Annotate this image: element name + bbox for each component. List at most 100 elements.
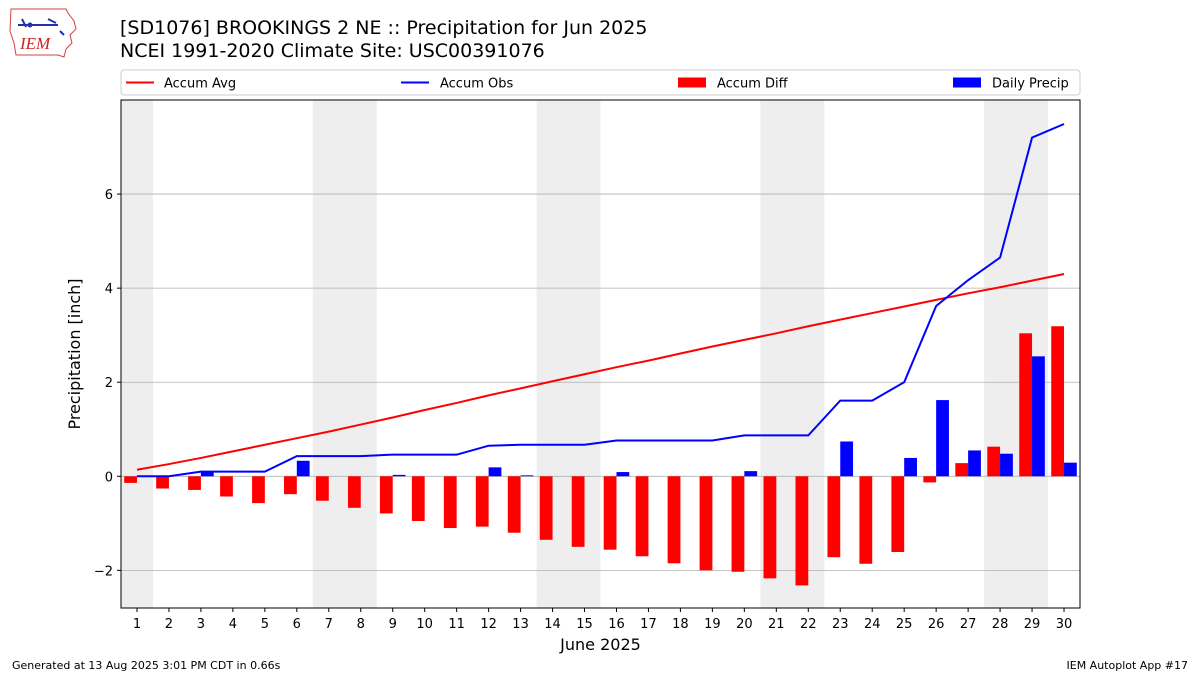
x-tick-label: 9 bbox=[389, 617, 397, 632]
daily-precip-bar bbox=[296, 460, 310, 477]
accum-diff-bar bbox=[347, 476, 361, 508]
x-tick-label: 29 bbox=[1024, 617, 1041, 632]
accum-diff-bar bbox=[571, 476, 585, 547]
daily-precip-bar bbox=[392, 474, 406, 477]
x-tick-label: 15 bbox=[576, 617, 593, 632]
daily-precip-bar bbox=[904, 457, 917, 477]
daily-precip-bar bbox=[520, 475, 534, 477]
x-tick-label: 2 bbox=[165, 617, 173, 632]
accum-diff-bar bbox=[188, 476, 201, 490]
x-tick-label: 22 bbox=[800, 617, 817, 632]
legend-label: Accum Avg bbox=[164, 77, 236, 92]
accum-diff-bar bbox=[1019, 333, 1033, 477]
daily-precip-bar bbox=[488, 467, 502, 477]
accum-diff-bar bbox=[731, 476, 745, 572]
accum-diff-bar bbox=[379, 476, 393, 514]
generated-footer: Generated at 13 Aug 2025 3:01 PM CDT in … bbox=[12, 659, 281, 672]
legend-label: Accum Obs bbox=[440, 77, 513, 92]
accum-diff-bar bbox=[284, 476, 297, 495]
accum-diff-bar bbox=[859, 476, 873, 564]
x-tick-label: 12 bbox=[480, 617, 497, 632]
weekend-shade bbox=[121, 100, 153, 608]
iem-logo: IEM bbox=[9, 8, 77, 58]
accum-diff-bar bbox=[923, 476, 937, 483]
x-tick-label: 13 bbox=[512, 617, 529, 632]
chart-title: [SD1076] BROOKINGS 2 NE :: Precipitation… bbox=[120, 17, 648, 39]
legend-label: Daily Precip bbox=[992, 77, 1069, 92]
legend-box bbox=[120, 69, 1081, 96]
accum-diff-bar bbox=[795, 476, 809, 586]
accum-diff-bar bbox=[156, 476, 169, 489]
accum-diff-bar bbox=[539, 476, 553, 540]
x-tick-label: 25 bbox=[896, 617, 913, 632]
x-tick-label: 17 bbox=[640, 617, 657, 632]
y-tick-label: 4 bbox=[105, 282, 113, 297]
weekend-shade bbox=[984, 100, 1049, 608]
accum-diff-bar bbox=[124, 476, 137, 483]
accum-diff-bar bbox=[315, 476, 329, 501]
x-tick-label: 1 bbox=[133, 617, 141, 632]
x-tick-label: 20 bbox=[736, 617, 753, 632]
x-tick-label: 23 bbox=[832, 617, 849, 632]
accum-diff-bar bbox=[635, 476, 649, 557]
daily-precip-bar bbox=[1064, 462, 1077, 477]
x-tick-label: 18 bbox=[672, 617, 689, 632]
accum-obs-line bbox=[136, 123, 1065, 478]
accum-diff-bar bbox=[443, 476, 457, 529]
legend-bar-swatch bbox=[678, 77, 706, 88]
x-tick-label: 19 bbox=[704, 617, 721, 632]
accum-diff-bar bbox=[603, 476, 617, 550]
x-tick-label: 4 bbox=[229, 617, 237, 632]
legend-label: Accum Diff bbox=[717, 77, 789, 92]
x-tick-label: 24 bbox=[864, 617, 881, 632]
x-tick-label: 6 bbox=[293, 617, 301, 632]
accum-diff-bar bbox=[955, 463, 969, 477]
x-tick-label: 5 bbox=[261, 617, 269, 632]
x-tick-label: 10 bbox=[416, 617, 433, 632]
x-tick-label: 30 bbox=[1056, 617, 1073, 632]
daily-precip-bar bbox=[200, 471, 214, 477]
daily-precip-bar bbox=[936, 400, 949, 477]
accum-diff-bar bbox=[827, 476, 841, 558]
accum-diff-bar bbox=[891, 476, 905, 553]
app-footer: IEM Autoplot App #17 bbox=[1066, 659, 1189, 672]
daily-precip-bar bbox=[1000, 453, 1013, 477]
x-tick-label: 21 bbox=[768, 617, 785, 632]
x-tick-label: 8 bbox=[357, 617, 365, 632]
daily-precip-bar bbox=[968, 450, 981, 477]
accum-diff-bar bbox=[220, 476, 233, 497]
iem-logo-text: IEM bbox=[19, 34, 51, 53]
legend-bar-swatch bbox=[953, 77, 981, 88]
y-tick-label: 6 bbox=[105, 188, 113, 203]
accum-diff-bar bbox=[475, 476, 489, 527]
iowa-outline-shape bbox=[9, 8, 77, 58]
accum-diff-bar bbox=[1051, 326, 1065, 477]
accum-diff-bar bbox=[507, 476, 521, 533]
daily-precip-bar bbox=[1032, 356, 1045, 477]
daily-precip-bar bbox=[616, 472, 630, 477]
plot-frame bbox=[120, 99, 1081, 609]
daily-precip-bar bbox=[840, 441, 854, 477]
daily-precip-bar bbox=[744, 471, 758, 477]
weekend-shade bbox=[312, 100, 377, 608]
x-tick-label: 16 bbox=[608, 617, 625, 632]
x-tick-label: 27 bbox=[960, 617, 977, 632]
y-tick-label: 0 bbox=[105, 470, 113, 485]
accum-diff-bar bbox=[763, 476, 777, 579]
accum-diff-bar bbox=[252, 476, 265, 504]
x-tick-label: 26 bbox=[928, 617, 945, 632]
accum-diff-bar bbox=[667, 476, 681, 564]
chart-subtitle: NCEI 1991-2020 Climate Site: USC00391076 bbox=[120, 40, 545, 62]
y-axis-label: Precipitation [inch] bbox=[65, 278, 84, 429]
accum-diff-bar bbox=[699, 476, 713, 571]
x-tick-label: 11 bbox=[448, 617, 465, 632]
y-tick-label: 2 bbox=[105, 376, 113, 391]
x-tick-label: 14 bbox=[544, 617, 561, 632]
x-tick-label: 7 bbox=[325, 617, 333, 632]
accum-avg-line bbox=[136, 273, 1065, 471]
accum-diff-bar bbox=[987, 446, 1001, 477]
y-tick-label: −2 bbox=[94, 564, 113, 579]
x-tick-label: 28 bbox=[992, 617, 1009, 632]
x-tick-label: 3 bbox=[197, 617, 205, 632]
